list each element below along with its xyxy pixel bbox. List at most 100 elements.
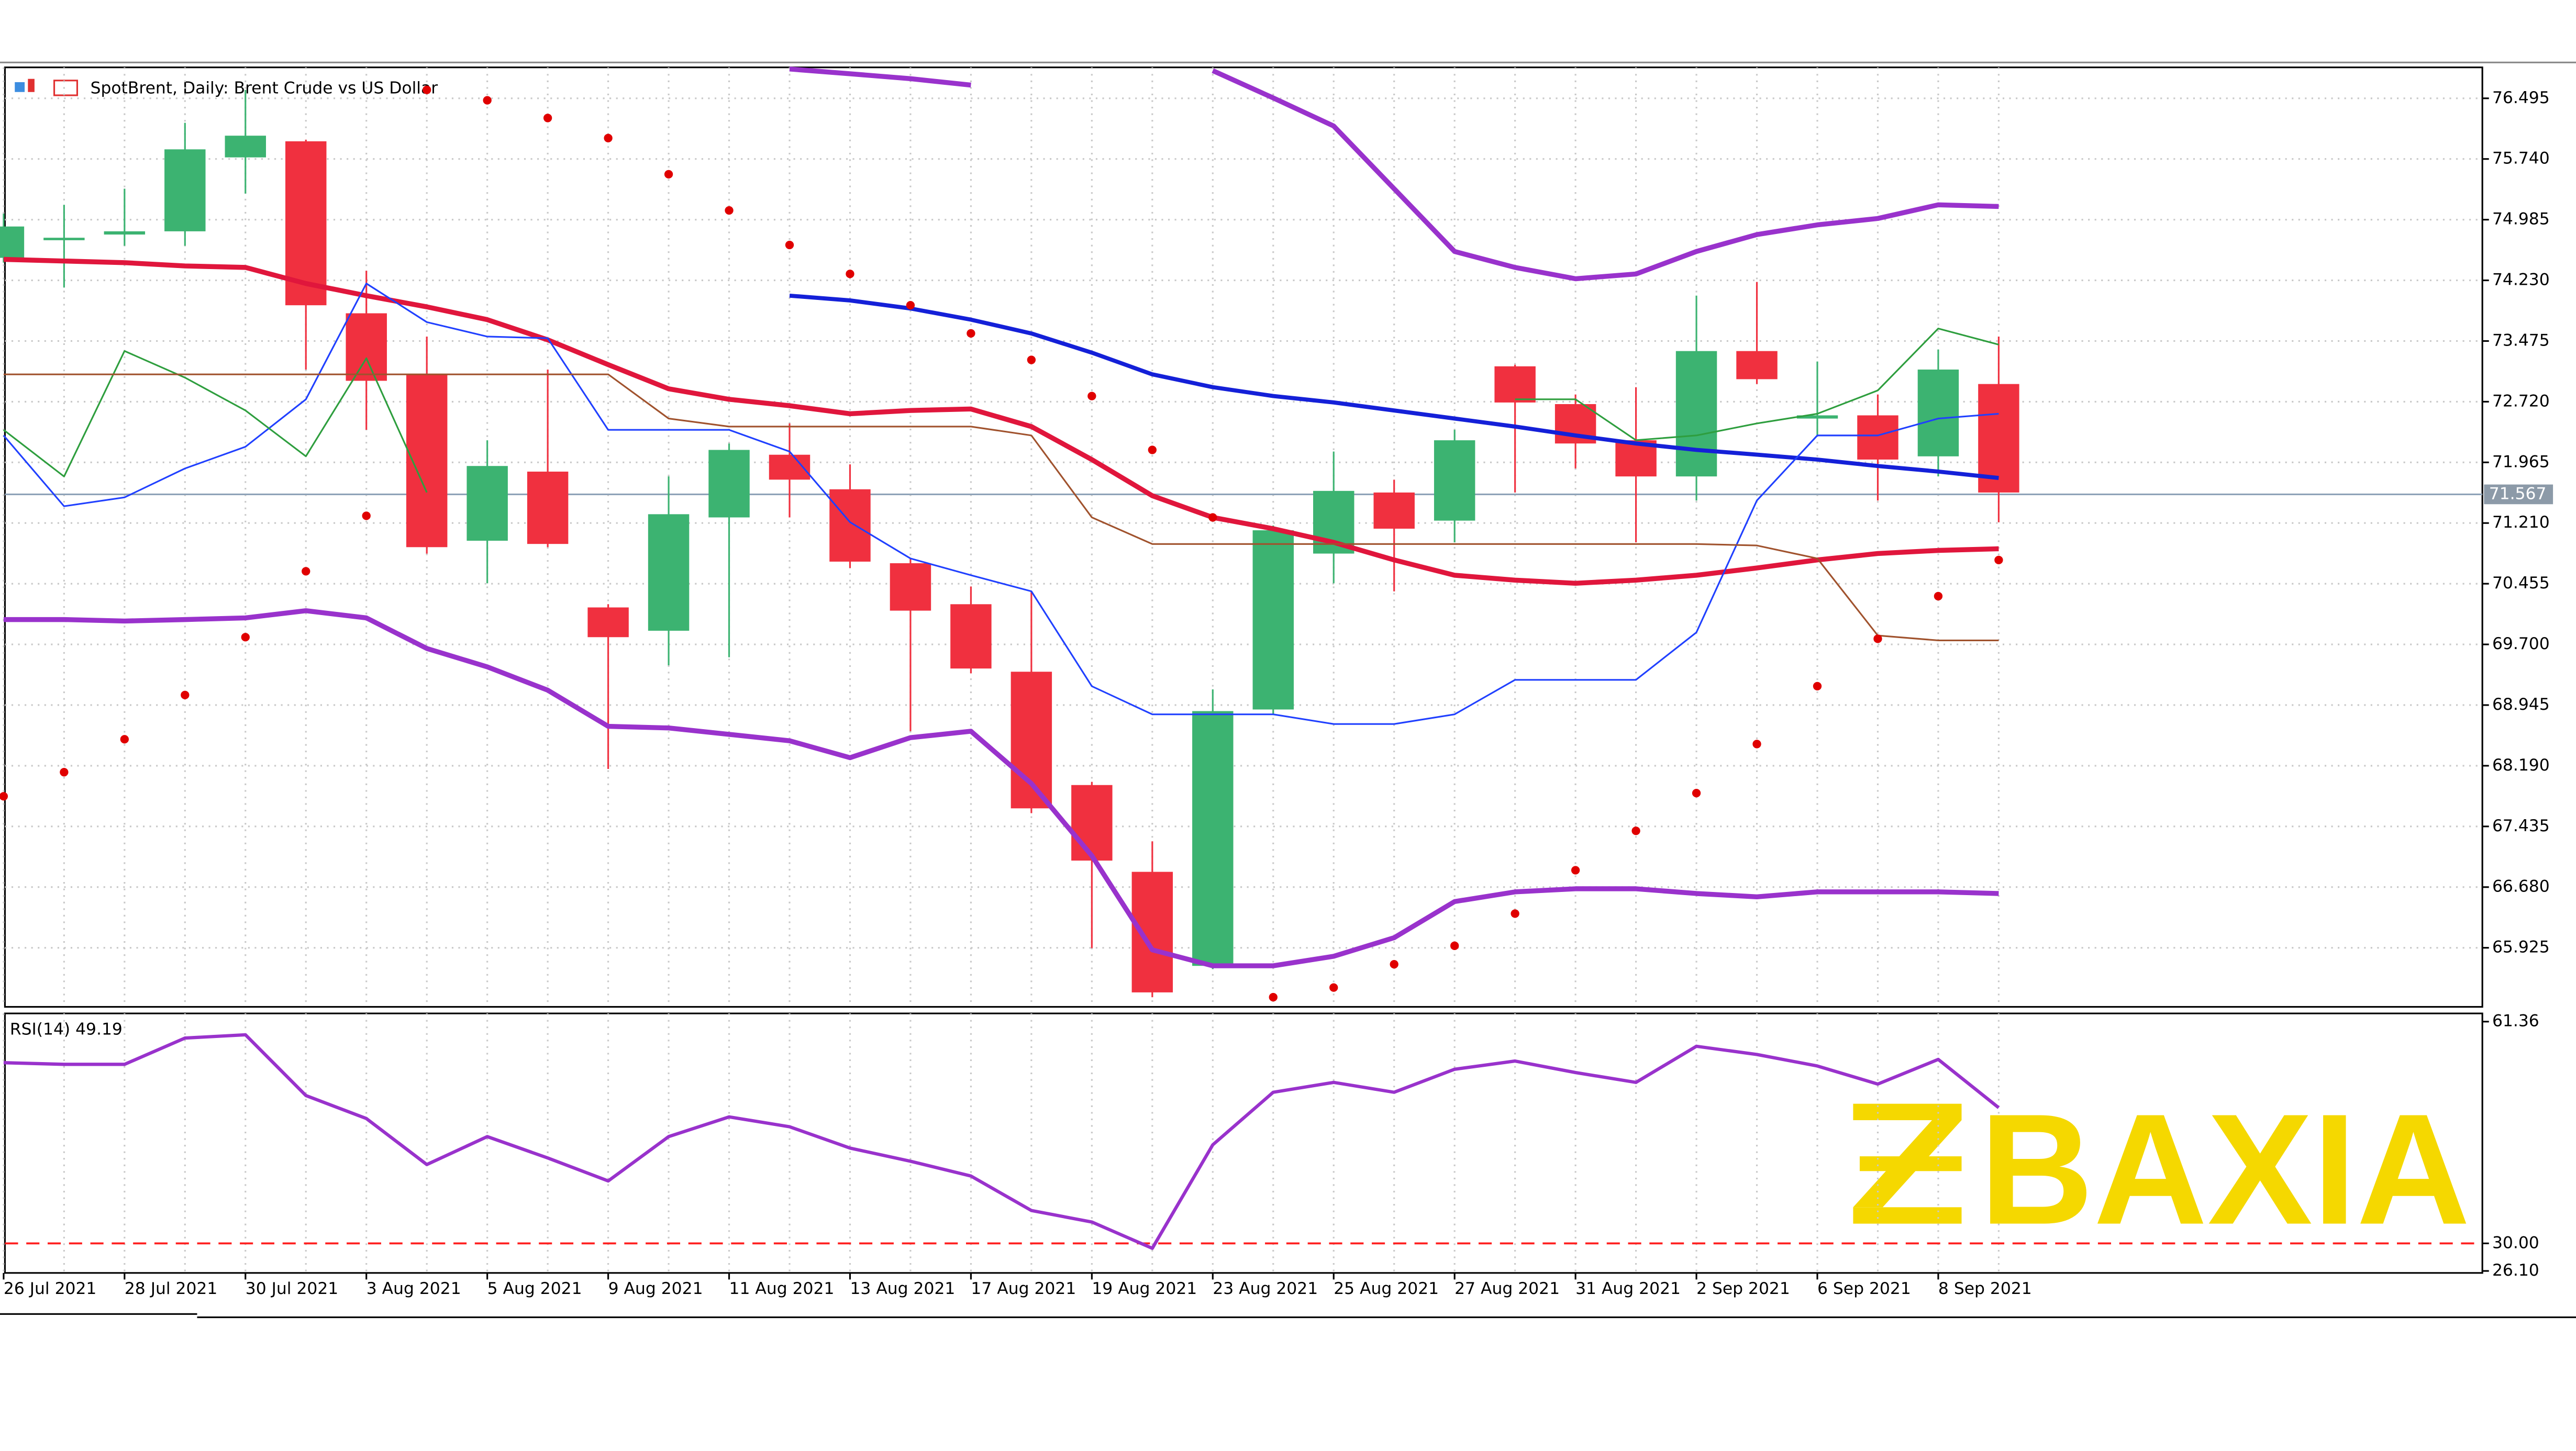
candle-body [890,563,931,611]
x-tick-label: 13 Aug 2021 [850,1279,955,1298]
last-price-tag [2484,484,2553,505]
candle-body [708,450,750,518]
candle-body [1071,785,1113,861]
candle-body [1192,711,1234,966]
x-tick-label: 26 Jul 2021 [4,1279,96,1298]
candle-body [1252,530,1294,710]
y-tick-label: 70.455 [2492,574,2550,593]
sar-dot [1571,866,1580,875]
x-tick-label: 27 Aug 2021 [1454,1279,1560,1298]
chart-title: SpotBrent, Daily: Brent Crude vs US Doll… [91,79,438,97]
sar-dot [906,300,915,310]
sar-dot [785,240,794,250]
indicator-line [3,608,1999,968]
candle-body [1011,672,1052,809]
y-tick-label: 76.495 [2492,88,2550,107]
sar-dot [1148,445,1157,454]
sar-dot [181,690,190,699]
x-tick-label: 5 Aug 2021 [487,1279,582,1298]
sar-dot [1329,983,1338,992]
candle-body [43,238,85,240]
x-tick-label: 28 Jul 2021 [125,1279,217,1298]
y-tick-label: 65.925 [2492,938,2550,957]
candle-body [1373,492,1415,529]
candle-body [527,471,569,544]
y-tick-label: 71.210 [2492,513,2550,532]
watermark: BAXIA [1980,1081,2470,1257]
x-tick-label: 9 Aug 2021 [608,1279,703,1298]
candle-body [346,313,387,381]
y-tick-label: 67.435 [2492,817,2550,835]
symbol-icon [15,79,79,96]
x-tick-label: 17 Aug 2021 [971,1279,1076,1298]
y-tick-label: 69.700 [2492,634,2550,653]
candle-body [648,514,690,631]
candle-body [104,231,146,235]
y-tick-label: 68.945 [2492,695,2550,714]
sar-dot [1087,392,1096,400]
y-tick-label: 74.985 [2492,210,2550,229]
sar-dot [1994,555,2003,565]
y-tick-label: 68.190 [2492,756,2550,775]
rsi-title: RSI(14) 49.19 [10,1020,123,1039]
indicator-line [3,283,1999,725]
sar-dot [362,511,371,520]
candle-body [467,466,508,541]
x-tick-label: 25 Aug 2021 [1334,1279,1439,1298]
sar-dot [120,735,129,744]
last-price-label: 71.567 [2489,484,2547,503]
candle-body [1796,415,1838,419]
candle-body [1675,351,1717,477]
sar-dot [1390,959,1398,969]
x-tick-label: 6 Sep 2021 [1817,1279,1911,1298]
candle-body [0,226,25,258]
candle-body [1978,384,2019,493]
sar-dot [1934,591,1943,601]
indicator-line [3,373,1999,642]
candle-body [1736,351,1778,380]
sar-dot [1027,355,1036,364]
y-tick-label: 66.680 [2492,877,2550,896]
y-tick-label: 30.00 [2492,1233,2539,1252]
indicator-line [3,1033,2000,1250]
sar-dot [423,85,431,94]
x-tick-label: 30 Jul 2021 [246,1279,338,1298]
sar-dot [241,633,250,642]
rsi-panel [4,1012,2483,1274]
x-tick-label: 19 Aug 2021 [1092,1279,1197,1298]
sar-dot [846,270,854,278]
x-tick-label: 8 Sep 2021 [1938,1279,2032,1298]
sar-dot [1511,909,1519,918]
sar-dot [1450,941,1459,950]
sar-dot [1208,513,1217,522]
y-tick-label: 71.965 [2492,452,2550,471]
sar-dot [1873,634,1882,643]
y-tick-label: 73.475 [2492,331,2550,350]
x-tick-label: 11 Aug 2021 [729,1279,835,1298]
candle-body [1917,369,1959,456]
sar-dot [60,768,69,777]
candle-body [1494,366,1536,403]
candle-body [950,604,992,669]
y-tick-label: 61.36 [2492,1012,2539,1031]
x-tick-label: 3 Aug 2021 [367,1279,461,1298]
x-tick-label: 2 Sep 2021 [1696,1279,1790,1298]
sar-dot [664,170,673,179]
sar-dot [1752,740,1761,749]
sar-dot [967,329,975,338]
sar-dot [1813,682,1822,691]
candle-body [1131,872,1173,992]
y-tick-label: 75.740 [2492,149,2550,168]
x-tick-label: 23 Aug 2021 [1213,1279,1318,1298]
y-tick-label: 74.230 [2492,271,2550,289]
candle-body [829,489,871,562]
sar-dot [543,114,552,122]
candle-body [1434,440,1475,521]
y-tick-label: 72.720 [2492,392,2550,410]
watermark-logo [1853,1103,1962,1224]
sar-dot [1269,992,1278,1002]
sar-dot [483,96,492,105]
candle-body [225,136,267,158]
